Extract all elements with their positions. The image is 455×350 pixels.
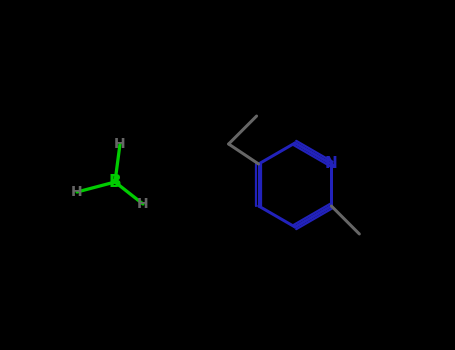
- Text: B: B: [109, 173, 121, 191]
- Text: H: H: [114, 137, 126, 151]
- Text: H: H: [71, 185, 83, 199]
- Text: N: N: [325, 156, 338, 172]
- Text: H: H: [137, 197, 149, 211]
